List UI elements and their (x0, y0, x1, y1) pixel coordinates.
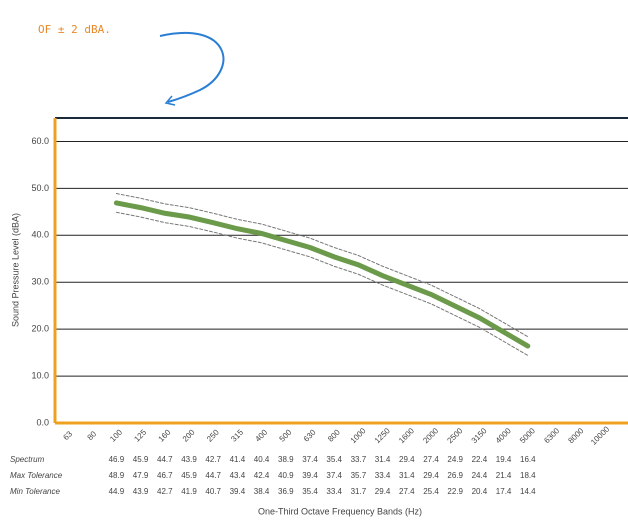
x-tick-label: 10000 (589, 424, 611, 446)
y-tick-label: 40.0 (31, 230, 49, 240)
x-tick-label: 100 (108, 427, 124, 443)
x-tick-label: 200 (181, 427, 197, 443)
x-tick-label: 3150 (470, 426, 489, 445)
table-value: 45.9 (133, 455, 149, 464)
arrow-head (164, 95, 176, 106)
table-value: 25.4 (423, 487, 439, 496)
table-value: 40.4 (254, 455, 270, 464)
table-value: 45.9 (181, 471, 197, 480)
x-tick-label: 2000 (421, 426, 440, 445)
x-tick-label: 4000 (494, 426, 513, 445)
table-value: 41.4 (230, 455, 246, 464)
table-value: 22.9 (447, 487, 463, 496)
table-value: 31.4 (399, 471, 415, 480)
y-tick-label: 60.0 (31, 136, 49, 146)
table-value: 24.9 (447, 455, 463, 464)
table-value: 27.4 (399, 487, 415, 496)
table-value: 46.9 (109, 455, 125, 464)
y-axis-label: Sound Pressure Level (dBA) (10, 213, 20, 327)
x-tick-label: 63 (61, 429, 74, 442)
table-value: 29.4 (399, 455, 415, 464)
x-tick-label: 8000 (566, 426, 585, 445)
annotation-arrow (159, 31, 225, 103)
x-tick-label: 1250 (373, 426, 392, 445)
table-value: 35.4 (326, 455, 342, 464)
table-value: 22.4 (472, 455, 488, 464)
table-value: 43.9 (133, 487, 149, 496)
x-tick-label: 630 (302, 427, 318, 443)
table-value: 39.4 (230, 487, 246, 496)
table-value: 47.9 (133, 471, 149, 480)
table-value: 35.7 (351, 471, 367, 480)
table-value: 40.9 (278, 471, 294, 480)
table-value: 33.4 (375, 471, 391, 480)
tolerance-line (115, 193, 529, 338)
x-tick-label: 5000 (518, 426, 537, 445)
x-tick-label: 1600 (397, 426, 416, 445)
x-tick-label: 1000 (349, 426, 368, 445)
x-tick-label: 6300 (542, 426, 561, 445)
table-value: 17.4 (496, 487, 512, 496)
table-value: 24.4 (472, 471, 488, 480)
y-tick-label: 30.0 (31, 277, 49, 287)
table-value: 43.4 (230, 471, 246, 480)
row-label: Max Tolerance (10, 471, 63, 480)
table-value: 42.7 (205, 455, 221, 464)
table-value: 29.4 (423, 471, 439, 480)
table-value: 37.4 (302, 455, 318, 464)
table-value: 46.7 (157, 471, 173, 480)
table-value: 38.9 (278, 455, 294, 464)
table-value: 41.9 (181, 487, 197, 496)
table-value: 27.4 (423, 455, 439, 464)
x-tick-label: 2500 (445, 426, 464, 445)
table-value: 38.4 (254, 487, 270, 496)
table-value: 18.4 (520, 471, 536, 480)
table-value: 20.4 (472, 487, 488, 496)
table-value: 42.7 (157, 487, 173, 496)
table-value: 14.4 (520, 487, 536, 496)
row-label: Spectrum (10, 455, 45, 464)
table-value: 44.9 (109, 487, 125, 496)
table-value: 19.4 (496, 455, 512, 464)
x-tick-label: 315 (229, 427, 245, 443)
x-tick-label: 125 (132, 427, 148, 443)
x-tick-label: 250 (205, 427, 221, 443)
table-value: 29.4 (375, 487, 391, 496)
y-tick-label: 20.0 (31, 324, 49, 334)
table-value: 31.7 (351, 487, 367, 496)
table-value: 40.7 (205, 487, 221, 496)
table-value: 21.4 (496, 471, 512, 480)
table-value: 44.7 (205, 471, 221, 480)
y-tick-label: 10.0 (31, 370, 49, 380)
x-tick-label: 800 (326, 427, 342, 443)
spectrum-line (113, 200, 531, 349)
table-value: 36.9 (278, 487, 294, 496)
table-value: 33.7 (351, 455, 367, 464)
table-value: 35.4 (302, 487, 318, 496)
table-value: 31.4 (375, 455, 391, 464)
table-value: 39.4 (302, 471, 318, 480)
x-tick-label: 160 (157, 427, 173, 443)
table-value: 37.4 (326, 471, 342, 480)
y-tick-label: 50.0 (31, 183, 49, 193)
table-value: 42.4 (254, 471, 270, 480)
x-axis-label: One-Third Octave Frequency Bands (Hz) (258, 506, 422, 516)
table-value: 48.9 (109, 471, 125, 480)
tolerance-line (115, 211, 529, 356)
y-tick-label: 0.0 (36, 417, 49, 427)
table-value: 16.4 (520, 455, 536, 464)
table-value: 33.4 (326, 487, 342, 496)
table-value: 43.9 (181, 455, 197, 464)
table-value: 44.7 (157, 455, 173, 464)
row-label: Min Tolerance (10, 487, 61, 496)
annotation: OF ± 2 dBA. (38, 23, 111, 36)
x-tick-label: 500 (278, 427, 294, 443)
table-value: 26.9 (447, 471, 463, 480)
x-tick-label: 400 (253, 427, 269, 443)
x-tick-label: 80 (86, 429, 99, 442)
